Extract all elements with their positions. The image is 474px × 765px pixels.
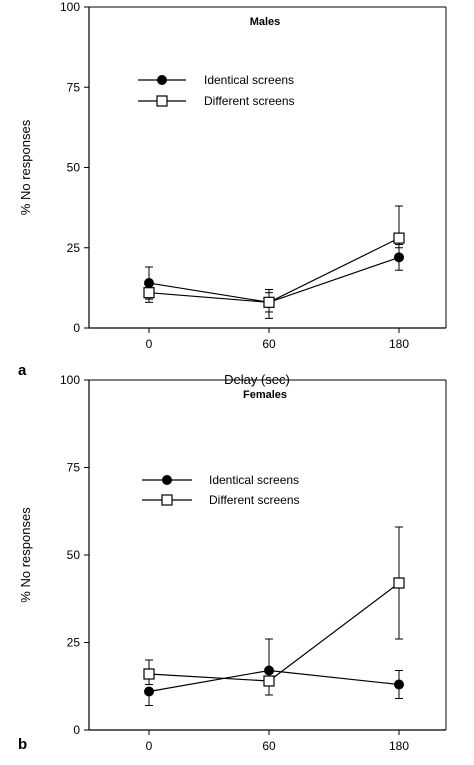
legend-label: Different screens [209,493,300,507]
panel-title: Males [250,16,281,28]
y-tick-label: 100 [60,0,80,14]
legend-marker-open-square [161,494,173,506]
y-tick-label: 50 [67,161,81,175]
y-axis-label: % No responses [18,119,33,215]
legend-label: Different screens [204,94,295,108]
legend-marker-open-square [156,95,168,107]
y-tick-label: 25 [67,636,81,650]
y-tick-label: 75 [67,461,81,475]
legend-label: Identical screens [204,73,294,87]
panel-label: a [18,362,27,379]
data-point-filled-circle [394,252,404,263]
panel-title: Females [243,389,287,401]
data-point-open-square [143,287,155,299]
y-tick-label: 75 [67,80,81,94]
legend-label: Identical screens [209,473,299,487]
data-point-open-square [263,675,275,687]
x-tick-label: 60 [262,739,276,753]
x-tick-label: 0 [146,337,153,351]
data-point-open-square [393,577,405,589]
y-tick-label: 25 [67,241,81,255]
legend-marker-filled-circle [157,75,167,85]
data-point-open-square [393,232,405,244]
data-point-filled-circle [264,665,274,676]
panel-label: b [18,736,27,753]
data-point-open-square [263,296,275,308]
data-point-filled-circle [394,679,404,690]
y-tick-label: 0 [73,723,80,737]
x-tick-label: 60 [262,337,276,351]
y-tick-label: 50 [67,548,81,562]
data-point-filled-circle [144,686,154,697]
y-axis-label: % No responses [18,507,33,603]
x-tick-label: 180 [389,337,409,351]
series-line [148,582,400,682]
data-point-open-square [143,668,155,680]
y-tick-label: 100 [60,373,80,387]
legend-marker-filled-circle [162,475,172,485]
y-tick-label: 0 [73,321,80,335]
x-tick-label: 180 [389,739,409,753]
x-tick-label: 0 [146,739,153,753]
